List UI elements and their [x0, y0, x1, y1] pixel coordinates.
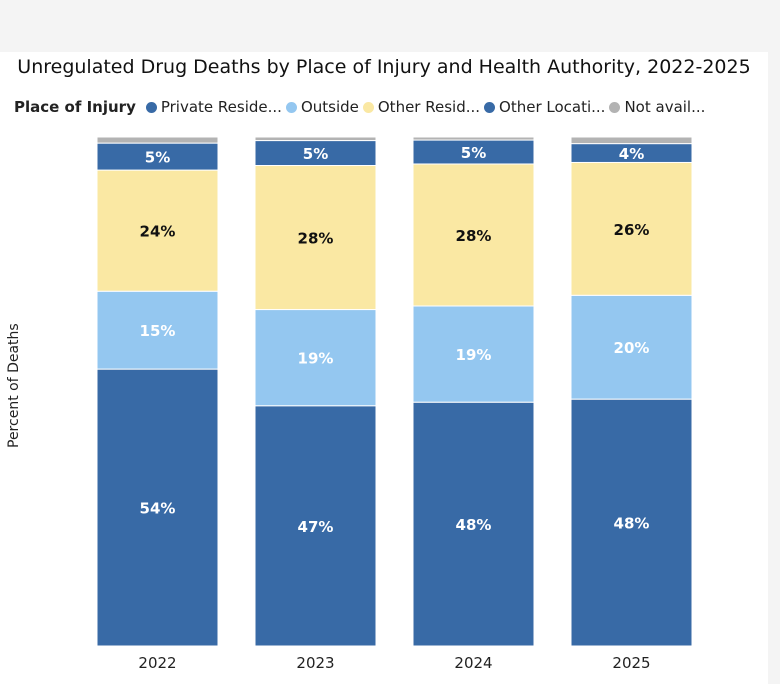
data-label: 28%: [298, 230, 334, 248]
legend-title: Place of Injury: [14, 98, 136, 116]
legend-label: Outside: [300, 98, 359, 116]
legend-item[interactable]: Other Locati...: [484, 98, 605, 116]
bar-segment[interactable]: [96, 169, 219, 292]
bar-segment[interactable]: [412, 305, 535, 403]
legend-marker: [145, 101, 157, 113]
data-label: 48%: [456, 516, 492, 534]
x-tick-label: 2025: [612, 654, 650, 672]
bar-segment[interactable]: [412, 136, 535, 141]
bar-segment[interactable]: [570, 161, 693, 296]
bar-segment[interactable]: [96, 136, 219, 144]
data-label: 15%: [140, 322, 176, 340]
bar-segment[interactable]: [96, 142, 219, 171]
data-label: 47%: [298, 518, 334, 536]
bar-segment[interactable]: [254, 309, 377, 407]
data-label: 20%: [614, 339, 650, 357]
data-label: 26%: [614, 221, 650, 239]
legend-marker: [484, 101, 496, 113]
data-label: 24%: [140, 223, 176, 241]
bar-segment[interactable]: [254, 405, 377, 647]
legend: Place of Injury Private Reside... Outside…: [14, 98, 709, 116]
legend-label: Not avail...: [624, 98, 706, 116]
legend-marker: [362, 101, 374, 113]
data-label: 5%: [303, 145, 328, 163]
x-tick-label: 2022: [138, 654, 176, 672]
data-label: 5%: [145, 149, 170, 167]
data-label: 19%: [298, 350, 334, 368]
data-label: 5%: [461, 144, 486, 162]
legend-item[interactable]: Outside: [285, 98, 359, 116]
top-band: [0, 0, 780, 52]
bar-segment[interactable]: [570, 294, 693, 400]
legend-item[interactable]: Not avail...: [609, 98, 705, 116]
legend-marker: [285, 101, 297, 113]
x-tick-label: 2023: [296, 654, 334, 672]
legend-label: Other Locati...: [499, 98, 606, 116]
bar-segment[interactable]: [96, 368, 219, 647]
legend-marker: [609, 101, 621, 113]
scrollbar-track[interactable]: [768, 52, 780, 684]
bar-segment[interactable]: [412, 163, 535, 307]
chart-title: Unregulated Drug Deaths by Place of Inju…: [17, 56, 751, 78]
y-axis-label: Percent of Deaths: [6, 323, 22, 448]
legend-item[interactable]: Private Reside...: [145, 98, 282, 116]
data-label: 28%: [456, 227, 492, 245]
bar-segment[interactable]: [254, 140, 377, 167]
bar-segment[interactable]: [570, 136, 693, 145]
data-label: 54%: [140, 500, 176, 518]
legend-item[interactable]: Other Resid...: [362, 98, 481, 116]
data-label: 4%: [619, 145, 644, 163]
bar-segment[interactable]: [254, 165, 377, 311]
bar-segment[interactable]: [96, 290, 219, 370]
x-tick-label: 2024: [454, 654, 492, 672]
bar-segment[interactable]: [412, 401, 535, 647]
data-label: 48%: [614, 515, 650, 533]
bar-segment[interactable]: [254, 136, 377, 142]
data-label: 19%: [456, 346, 492, 364]
legend-label: Other Resid...: [377, 98, 481, 116]
legend-label: Private Reside...: [160, 98, 282, 116]
bar-segment[interactable]: [570, 398, 693, 647]
